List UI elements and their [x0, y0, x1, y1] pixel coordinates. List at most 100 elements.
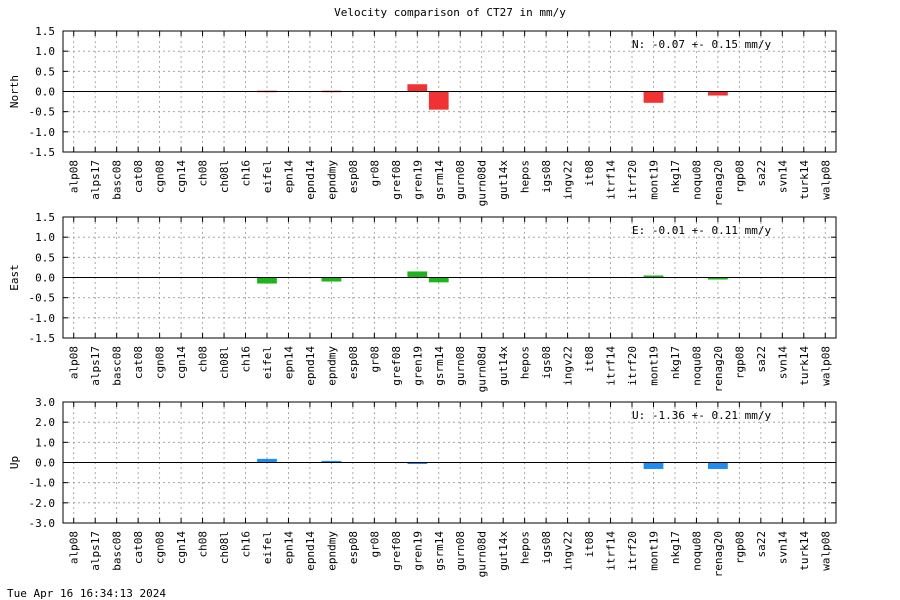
north-category-label: epn14: [282, 160, 295, 193]
north-category-label: igs08: [540, 160, 553, 193]
up-category-label: hepos: [519, 531, 532, 564]
up-category-label: gsrm14: [433, 531, 446, 571]
up-category-label: noqu08: [690, 531, 703, 571]
east-category-label: itrf14: [605, 346, 618, 386]
north-category-label: gurn08d: [476, 160, 489, 206]
north-category-label: alps17: [89, 160, 102, 200]
north-category-label: gurn08: [454, 160, 467, 200]
up-category-label: alp08: [68, 531, 81, 564]
east-category-label: mont19: [647, 346, 660, 386]
up-category-label: walp08: [819, 531, 832, 571]
north-category-label: it08: [583, 160, 596, 187]
east-ytick-label: -1.0: [29, 312, 56, 325]
up-category-label: epn14: [282, 531, 295, 564]
north-ytick-label: 1.5: [35, 25, 55, 38]
north-bar-mont19: [643, 91, 664, 103]
north-category-label: cgn08: [154, 160, 167, 193]
up-ytick-label: 0.0: [35, 457, 55, 470]
north-bar-renag20: [708, 91, 728, 96]
up-category-label: epndmy: [325, 531, 338, 571]
up-category-label: ch08l: [218, 531, 231, 564]
north-plot-frame: [62, 30, 837, 153]
up-category-label: renag20: [712, 531, 725, 577]
east-bar-renag20: [708, 277, 728, 280]
north-ytick-label: 0.5: [35, 65, 55, 78]
east-category-label: igs08: [540, 346, 553, 379]
east-category-label: turk14: [798, 346, 811, 386]
north-category-label: ch08: [197, 160, 210, 187]
east-ytick-label: 0.0: [35, 272, 55, 285]
north-category-label: alp08: [68, 160, 81, 193]
up-ytick-label: 1.0: [35, 436, 55, 449]
up-category-label: itrf14: [605, 531, 618, 571]
up-category-label: rgp08: [733, 531, 746, 564]
up-category-label: mont19: [647, 531, 660, 571]
east-category-label: gurn08d: [476, 346, 489, 392]
north-bar-gren19: [407, 84, 428, 92]
east-category-label: ingv22: [562, 346, 575, 386]
up-category-label: gren19: [411, 531, 424, 571]
north-category-label: gsrm14: [433, 160, 446, 200]
east-bar-mont19: [643, 275, 664, 278]
up-summary-annotation: U: -1.36 +- 0.21 mm/y: [632, 409, 771, 422]
up-category-label: epnd14: [304, 531, 317, 571]
up-category-label: gref08: [390, 531, 403, 571]
up-ytick-label: 3.0: [35, 396, 55, 409]
east-category-label: gren19: [411, 346, 424, 386]
east-ytick-label: -0.5: [29, 292, 56, 305]
north-category-label: gref08: [390, 160, 403, 200]
up-category-label: cgn08: [154, 531, 167, 564]
north-category-label: cat08: [132, 160, 145, 193]
east-category-label: ch16: [240, 346, 253, 373]
up-category-label: basc08: [111, 531, 124, 571]
east-category-label: basc08: [111, 346, 124, 386]
east-category-label: esp08: [347, 346, 360, 379]
east-ytick-label: 1.5: [35, 211, 55, 224]
up-category-label: it08: [583, 531, 596, 558]
chart-title: Velocity comparison of CT27 in mm/y: [334, 6, 566, 19]
up-bar-epndmy: [321, 460, 342, 463]
east-category-label: epn14: [282, 346, 295, 379]
east-axis-title: East: [8, 264, 21, 291]
up-category-label: gurn08: [454, 531, 467, 571]
up-ytick-label: -1.0: [29, 477, 56, 490]
up-category-label: gut14x: [497, 531, 510, 571]
east-bar-eifel: [257, 277, 277, 284]
east-category-label: gurn08: [454, 346, 467, 386]
north-ytick-label: 0.0: [35, 86, 55, 99]
east-category-label: rgp08: [733, 346, 746, 379]
east-plot-frame: [62, 216, 837, 339]
east-summary-annotation: E: -0.01 +- 0.11 mm/y: [632, 224, 771, 237]
up-bar-mont19: [643, 462, 664, 469]
north-category-label: cgn14: [175, 160, 188, 193]
up-ytick-label: -2.0: [29, 497, 56, 510]
up-category-label: ch16: [240, 531, 253, 558]
east-category-label: gref08: [390, 346, 403, 386]
north-ytick-label: -0.5: [29, 106, 56, 119]
east-category-label: itrf20: [626, 346, 639, 386]
north-category-label: esp08: [347, 160, 360, 193]
north-category-label: gut14x: [497, 160, 510, 200]
north-axis-title: North: [8, 75, 21, 108]
up-ytick-label: 2.0: [35, 416, 55, 429]
north-category-label: basc08: [111, 160, 124, 200]
east-category-label: renag20: [712, 346, 725, 392]
north-category-label: itrf14: [605, 160, 618, 200]
up-category-label: ch08: [197, 531, 210, 558]
north-category-label: sa22: [755, 160, 768, 187]
north-category-label: renag20: [712, 160, 725, 206]
up-category-label: nkg17: [669, 531, 682, 564]
north-category-label: rgp08: [733, 160, 746, 193]
up-category-label: itrf20: [626, 531, 639, 571]
up-category-label: alps17: [89, 531, 102, 571]
east-category-label: nkg17: [669, 346, 682, 379]
up-category-label: cat08: [132, 531, 145, 564]
east-ytick-label: -1.5: [29, 332, 56, 345]
east-category-label: ch08l: [218, 346, 231, 379]
east-category-label: epnd14: [304, 346, 317, 386]
east-category-label: cgn14: [175, 346, 188, 379]
north-category-label: hepos: [519, 160, 532, 193]
up-ytick-label: -3.0: [29, 517, 56, 530]
up-category-label: svn14: [776, 531, 789, 564]
